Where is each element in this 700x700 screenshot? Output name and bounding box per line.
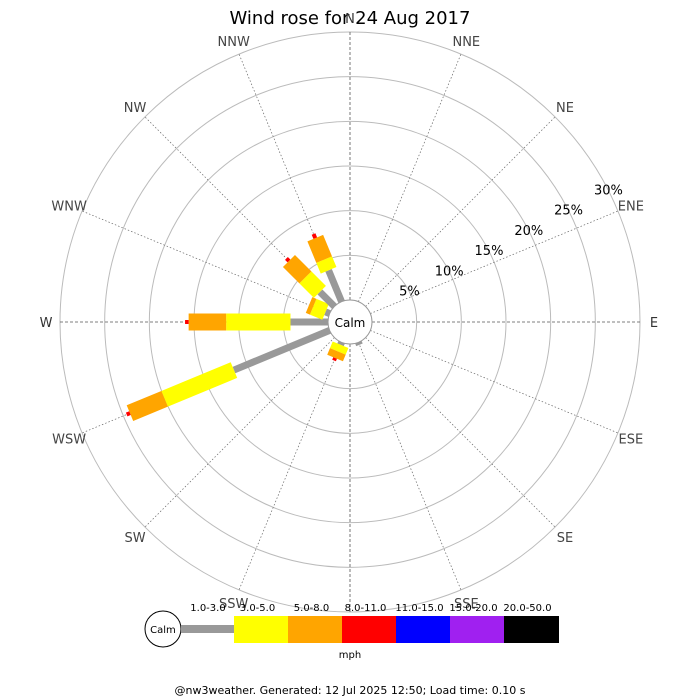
direction-label: ESE [619, 432, 644, 447]
wind-bar-segment [305, 297, 317, 315]
legend-bin-label: 15.0-20.0 [449, 603, 497, 614]
grid-spoke [358, 53, 462, 302]
wind-bar-segment [232, 327, 332, 374]
calm-label: Calm [335, 316, 366, 330]
wind-bar-segment [327, 348, 346, 362]
legend-units: mph [339, 650, 361, 661]
percent-tick-label: 25% [554, 204, 583, 219]
wind-bar-segment [325, 268, 345, 304]
wind-bar-segment [299, 271, 326, 298]
wind-bar-segment [316, 256, 337, 274]
grid-spoke [365, 337, 556, 528]
wind-bar-segment [329, 341, 349, 355]
direction-label: NW [124, 101, 147, 116]
grid-circle [104, 76, 596, 568]
legend-swatch [288, 616, 343, 643]
direction-label: SE [557, 531, 573, 546]
legend-bin-label: 1.0-3.0 [190, 603, 225, 614]
wind-bar-segment [309, 298, 329, 320]
percent-tick-labels: 5% 10% 15% 20% 25% 30% [399, 183, 623, 299]
grid-spoke [144, 116, 335, 307]
wind-bar-segment [332, 357, 337, 362]
chart-title: Wind rose for 24 Aug 2017 [230, 8, 471, 29]
legend-bin-label: 11.0-15.0 [395, 603, 443, 614]
legend-swatch [342, 616, 397, 643]
percent-tick-label: 30% [594, 183, 623, 198]
wind-bar-segment [126, 390, 168, 422]
legend-bin-label: 20.0-50.0 [503, 603, 551, 614]
legend-bin-label: 5.0-8.0 [294, 603, 329, 614]
legend-calm-label: Calm [150, 625, 176, 636]
grid-spoke [365, 116, 556, 307]
direction-label: W [40, 316, 53, 331]
percent-tick-label: 5% [399, 285, 420, 300]
grid-spoke [370, 330, 619, 434]
legend-swatch [450, 616, 505, 643]
percent-tick-label: 10% [435, 264, 464, 279]
direction-label: N [345, 12, 355, 27]
legend-swatch [396, 616, 451, 643]
grid-spoke [144, 337, 335, 528]
percent-tick-label: 15% [475, 244, 504, 259]
direction-label: ENE [618, 200, 644, 215]
direction-label: SW [124, 531, 145, 546]
wind-bar-segment [324, 308, 332, 317]
grid-spoke [238, 342, 342, 591]
wind-bar-segment [307, 234, 332, 263]
wind-bar-segment [317, 289, 337, 309]
direction-label: E [650, 316, 658, 331]
speed-legend: Calm 1.0-3.0 3.0-5.0 5.0-8.0 8.0-11.0 11.0-15… [144, 603, 559, 648]
direction-label: SSW [219, 597, 249, 612]
calm-circle: Calm [327, 299, 373, 345]
direction-label: NE [556, 101, 574, 116]
legend-bin-label: 3.0-5.0 [240, 603, 275, 614]
legend-swatch [504, 616, 559, 643]
direction-label: WSW [52, 432, 86, 447]
grid-spoke [81, 210, 330, 314]
legend-swatch [234, 616, 289, 643]
wind-bar-segment [285, 257, 291, 263]
direction-label: NNW [218, 35, 250, 50]
percent-tick-label: 20% [514, 224, 543, 239]
grid-spoke [238, 53, 342, 302]
footer-text: @nw3weather. Generated: 12 Jul 2025 12:5… [175, 684, 526, 697]
legend-bin-label: 8.0-11.0 [345, 603, 387, 614]
grid-spoke [358, 342, 462, 591]
wind-bar-segment [282, 254, 312, 284]
wind-bar-segment [161, 362, 238, 407]
wind-bar-segment [125, 411, 131, 417]
grid-spoke [370, 210, 619, 314]
wind-bars [125, 233, 363, 422]
direction-label: WNW [51, 200, 87, 215]
direction-label: SSE [454, 597, 479, 612]
direction-label: NNE [452, 35, 480, 50]
grid-circle [148, 120, 552, 524]
wind-bar-segment [311, 233, 318, 239]
calm-circle-shape [327, 299, 373, 345]
